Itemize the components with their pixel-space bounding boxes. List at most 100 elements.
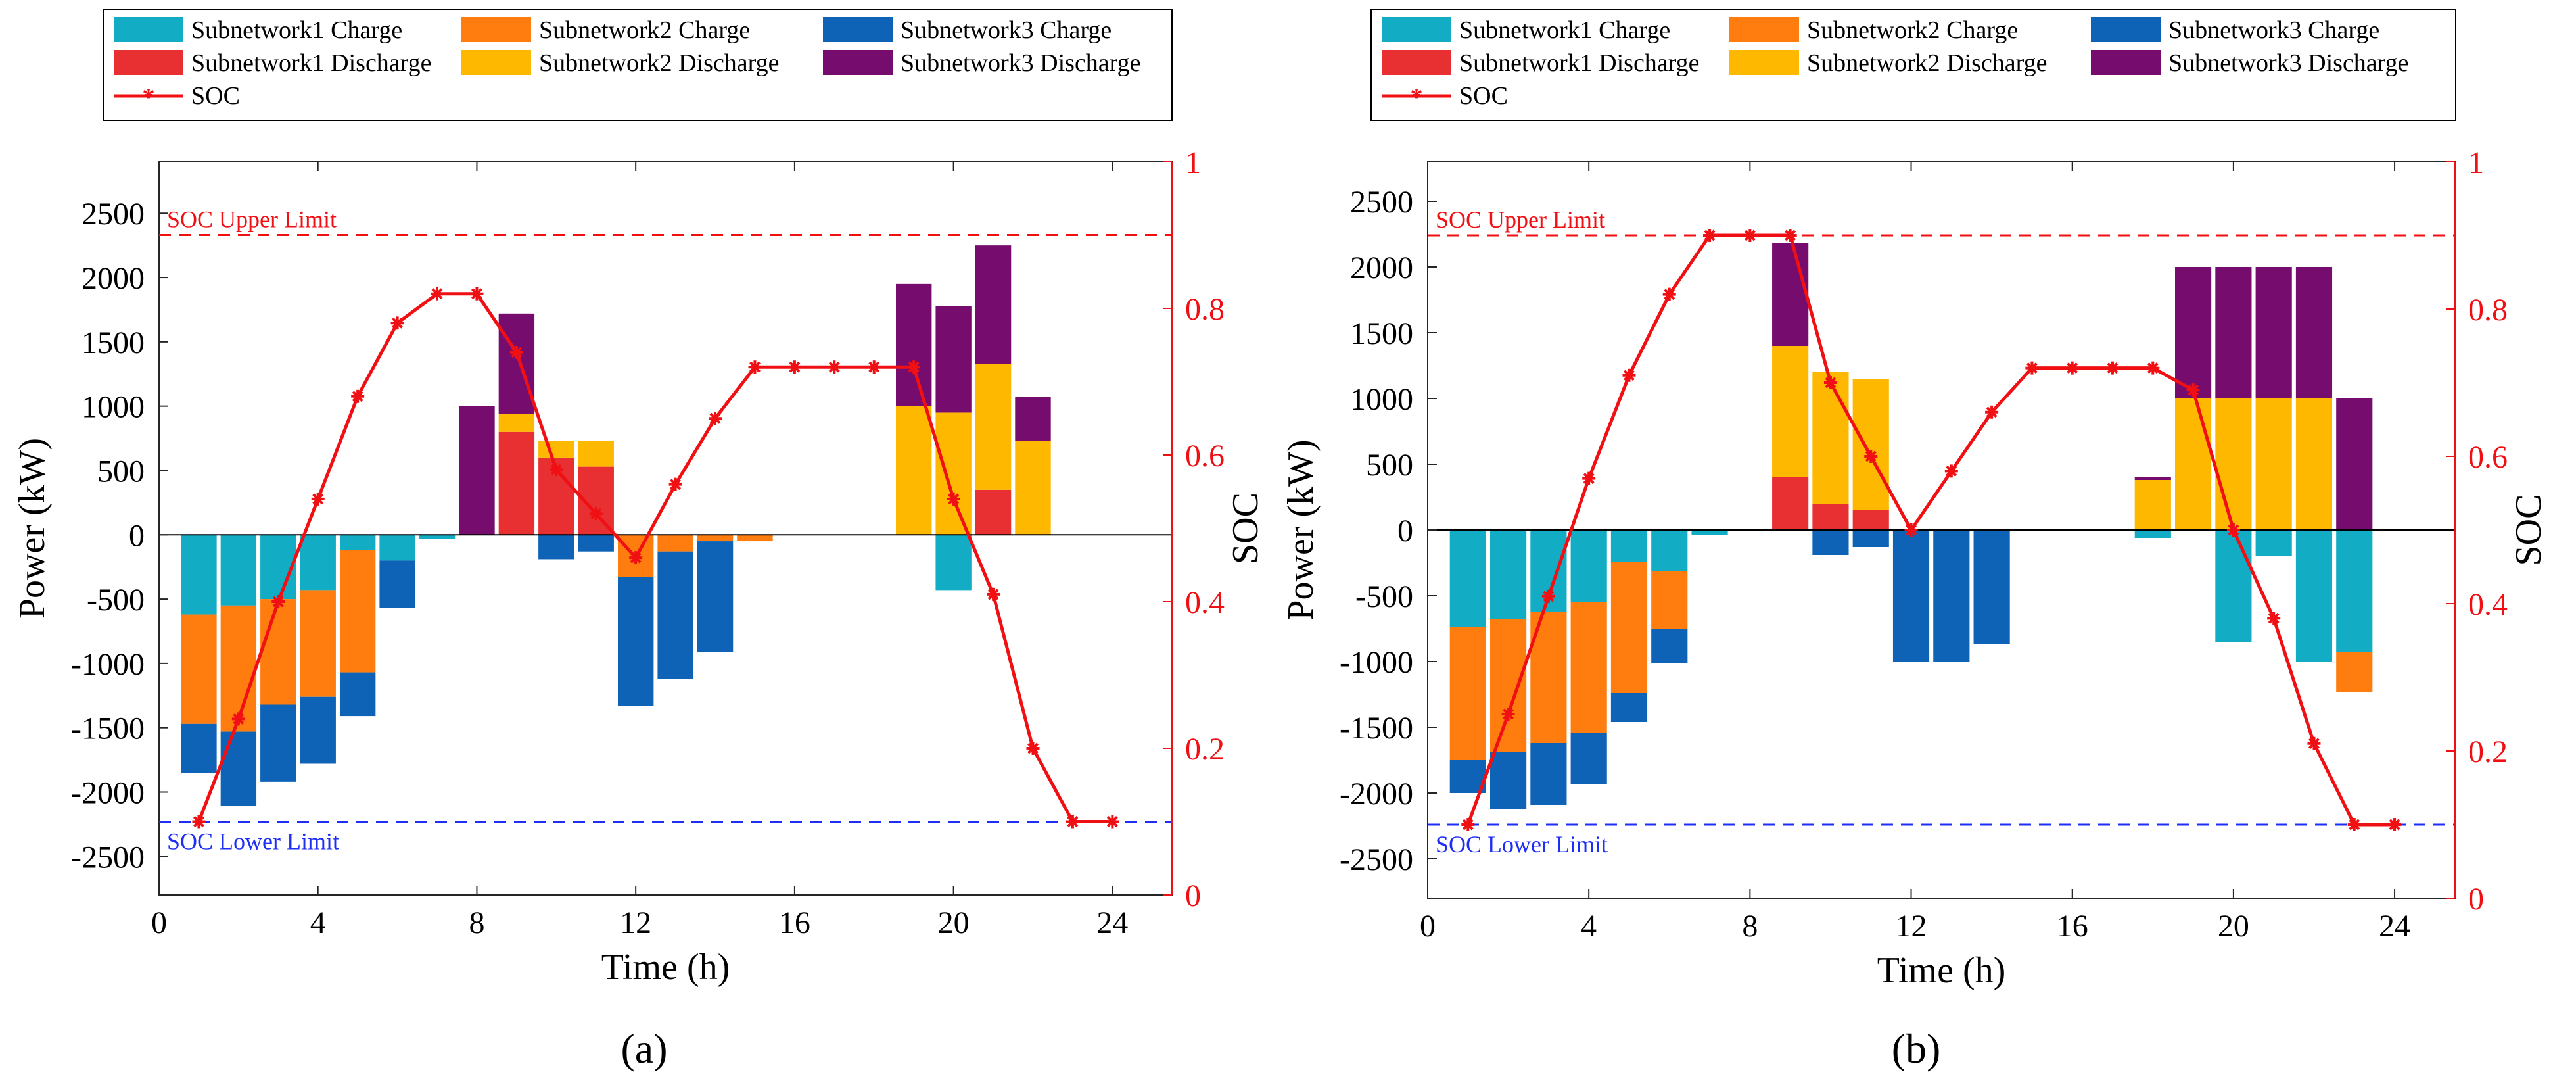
y2-tick-label: 0.2 xyxy=(1185,732,1225,767)
soc-marker-stroke xyxy=(550,464,562,475)
soc-marker-stroke xyxy=(908,361,920,373)
legend-swatch-subnetwork2-discharge xyxy=(461,50,531,75)
legend-label-subnetwork3-charge: Subnetwork3 Charge xyxy=(901,16,1112,44)
soc-point-h13 xyxy=(668,477,682,491)
bar-subnetwork1-charge-h4 xyxy=(1570,530,1607,602)
soc-marker-stroke xyxy=(709,412,721,424)
x-tick-label: 4 xyxy=(1581,909,1597,944)
bar-subnetwork3-discharge-h19 xyxy=(2175,267,2212,398)
bar-subnetwork3-charge-h13 xyxy=(1933,530,1970,662)
bar-subnetwork2-discharge-h19 xyxy=(2175,398,2212,530)
bar-subnetwork1-charge-h20 xyxy=(2215,530,2252,642)
y2-axis-label: SOC xyxy=(1225,493,1266,564)
y-tick-label: 500 xyxy=(1366,448,1413,483)
legend-box xyxy=(1370,9,2456,121)
soc-marker-stroke xyxy=(2067,362,2078,374)
soc-line xyxy=(197,292,1113,823)
x-axis-label: Time (h) xyxy=(601,947,730,988)
soc-point-h17 xyxy=(828,360,841,374)
legend-label-soc: SOC xyxy=(191,82,240,110)
y2-tick-label: 0 xyxy=(1185,879,1201,913)
y2-tick-label: 1 xyxy=(2468,145,2484,180)
bar-subnetwork2-discharge-h9 xyxy=(498,414,535,432)
panel-label-b: (b) xyxy=(1892,1025,1941,1072)
bar-subnetwork3-discharge-h9 xyxy=(1772,243,1809,346)
soc-point-h14 xyxy=(709,412,722,425)
bar-subnetwork3-charge-h3 xyxy=(1530,743,1567,805)
soc-point-h22 xyxy=(1026,742,1040,755)
x-tick-label: 8 xyxy=(1742,909,1758,944)
soc-point-h11 xyxy=(589,507,603,521)
y-tick-label: 500 xyxy=(97,454,145,489)
soc-marker-stroke xyxy=(987,589,999,600)
bar-subnetwork1-charge-h6 xyxy=(1651,530,1688,571)
y-axis-label: Power (kW) xyxy=(12,438,53,619)
soc-point-h1 xyxy=(1461,818,1475,831)
bar-subnetwork1-charge-h18 xyxy=(2134,530,2171,538)
bar-subnetwork2-discharge-h11 xyxy=(578,441,614,467)
soc-marker-stroke xyxy=(1583,473,1595,485)
bar-subnetwork2-discharge-h20 xyxy=(2215,398,2252,530)
bar-subnetwork3-discharge-h21 xyxy=(2255,267,2292,398)
bar-subnetwork3-charge-h11 xyxy=(1852,530,1889,547)
legend-swatch-subnetwork3-discharge xyxy=(2091,50,2161,75)
soc-point-h7 xyxy=(431,287,444,301)
y-tick-label: 0 xyxy=(129,518,145,553)
soc-point-h5 xyxy=(1622,368,1636,382)
soc-marker-stroke xyxy=(670,479,682,491)
bar-subnetwork3-discharge-h8 xyxy=(459,406,495,535)
soc-point-h18 xyxy=(2146,361,2160,375)
soc-marker-stroke xyxy=(1825,377,1837,389)
legend-label-subnetwork2-discharge: Subnetwork2 Discharge xyxy=(1807,49,2048,77)
soc-upper-limit-label: SOC Upper Limit xyxy=(1436,206,1605,233)
bar-subnetwork2-discharge-h21 xyxy=(2255,398,2292,530)
legend-swatch-subnetwork2-charge xyxy=(1729,17,1799,42)
legend-box xyxy=(103,9,1173,121)
soc-marker-stroke xyxy=(1543,591,1555,602)
soc-marker-stroke xyxy=(352,391,363,402)
soc-marker-stroke xyxy=(1785,229,1796,241)
soc-marker-stroke xyxy=(2308,738,2320,750)
bar-subnetwork2-charge-h1 xyxy=(181,614,217,724)
soc-point-h4 xyxy=(311,492,325,506)
legend-swatch-subnetwork1-discharge xyxy=(114,50,183,75)
bar-subnetwork2-discharge-h22 xyxy=(2295,398,2333,530)
bar-subnetwork1-charge-h23 xyxy=(2336,530,2373,652)
x-tick-label: 4 xyxy=(310,905,326,940)
soc-marker-stroke xyxy=(1462,819,1474,831)
bar-subnetwork1-charge-h4 xyxy=(300,535,336,591)
legend-swatch-subnetwork3-charge xyxy=(2091,17,2161,42)
bar-subnetwork1-charge-h20 xyxy=(935,535,972,591)
bar-subnetwork2-discharge-h22 xyxy=(1015,441,1051,535)
bar-subnetwork2-discharge-h10 xyxy=(1812,372,1849,504)
soc-marker-stroke xyxy=(233,713,245,725)
legend-swatch-subnetwork1-discharge xyxy=(1382,50,1451,75)
soc-marker-stroke xyxy=(1865,450,1877,462)
x-tick-label: 16 xyxy=(779,905,810,940)
bar-subnetwork3-discharge-h23 xyxy=(2336,398,2373,530)
bar-subnetwork2-discharge-h9 xyxy=(1772,346,1809,477)
x-tick-label: 0 xyxy=(151,905,167,940)
y-tick-label: 2000 xyxy=(82,261,145,296)
bar-subnetwork1-charge-h22 xyxy=(2295,530,2333,662)
bar-subnetwork3-discharge-h19 xyxy=(896,283,932,406)
soc-point-h4 xyxy=(1582,471,1596,485)
bar-subnetwork1-discharge-h10 xyxy=(1812,504,1849,530)
soc-point-h15 xyxy=(748,360,762,374)
soc-point-h2 xyxy=(1501,708,1515,721)
bar-subnetwork2-charge-h1 xyxy=(1449,627,1486,760)
y-tick-label: -2500 xyxy=(1340,842,1413,877)
bar-subnetwork3-charge-h6 xyxy=(1651,629,1688,663)
soc-point-h15 xyxy=(2025,361,2039,375)
y-tick-label: -1500 xyxy=(1340,711,1413,746)
soc-marker-stroke xyxy=(590,508,602,519)
legend-swatch-subnetwork1-charge xyxy=(114,17,183,42)
y2-tick-label: 0.2 xyxy=(2468,735,2508,769)
soc-lower-limit-label: SOC Lower Limit xyxy=(167,829,339,855)
soc-marker-stroke xyxy=(868,361,880,373)
y2-axis-label: SOC xyxy=(2508,494,2549,566)
soc-marker-stroke xyxy=(2147,362,2159,374)
y2-tick-label: 0 xyxy=(2468,882,2484,917)
soc-marker-stroke xyxy=(2349,819,2360,831)
soc-marker-stroke xyxy=(1027,742,1039,754)
